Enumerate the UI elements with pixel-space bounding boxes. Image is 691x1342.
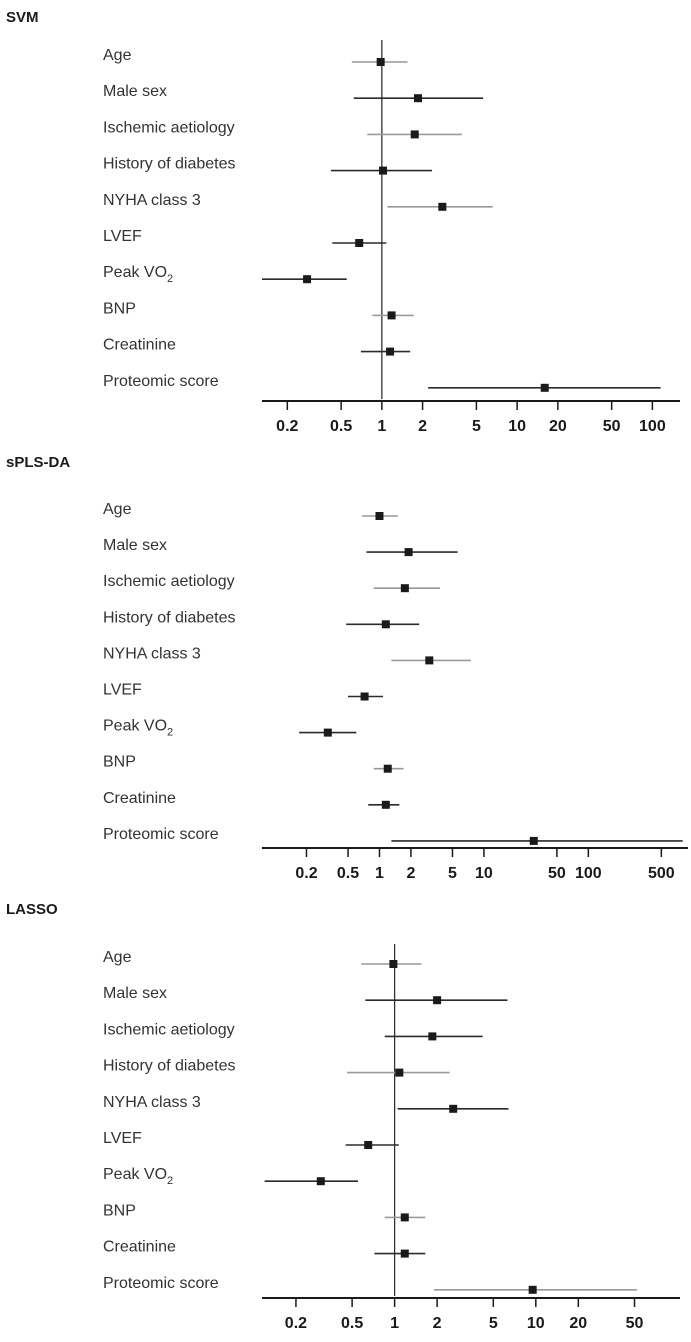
- x-axis-tick-label: 50: [603, 418, 621, 435]
- x-axis-tick-label: 0.5: [341, 1315, 363, 1332]
- point-estimate: [410, 130, 419, 139]
- variable-label: BNP: [103, 1202, 136, 1219]
- variable-label: Peak VO2: [103, 718, 173, 739]
- variable-label: Age: [103, 501, 132, 518]
- point-estimate: [381, 800, 390, 809]
- point-estimate: [413, 94, 422, 103]
- point-estimate: [400, 584, 409, 593]
- point-estimate: [528, 1285, 537, 1294]
- variable-label: LVEF: [103, 228, 142, 245]
- x-axis-tick-label: 5: [489, 1315, 498, 1332]
- x-axis-tick-label: 10: [508, 418, 526, 435]
- point-estimate: [404, 548, 413, 557]
- point-estimate: [386, 347, 395, 356]
- x-axis-tick-label: 500: [648, 865, 675, 882]
- point-estimate: [360, 692, 369, 701]
- x-axis-tick-label: 2: [406, 865, 415, 882]
- variable-label: Proteomic score: [103, 826, 219, 843]
- x-axis-tick-label: 2: [418, 418, 427, 435]
- variable-label: Age: [103, 949, 132, 966]
- variable-label: LVEF: [103, 1130, 142, 1147]
- variable-label-subscript: 2: [167, 273, 173, 285]
- variable-label: NYHA class 3: [103, 645, 201, 662]
- variable-label-subscript: 2: [167, 1175, 173, 1187]
- x-axis-tick-label: 10: [527, 1315, 545, 1332]
- x-axis-tick-label: 0.2: [276, 418, 298, 435]
- variable-label: Peak VO2: [103, 264, 173, 285]
- point-estimate: [303, 275, 312, 284]
- variable-label: Male sex: [103, 83, 167, 100]
- variable-label: Ischemic aetiology: [103, 573, 235, 590]
- point-estimate: [438, 202, 447, 211]
- variable-label: Creatinine: [103, 337, 176, 354]
- x-axis-tick-label: 50: [626, 1315, 644, 1332]
- point-estimate: [383, 764, 392, 773]
- variable-label: NYHA class 3: [103, 1094, 201, 1111]
- panel-title: sPLS-DA: [6, 454, 70, 471]
- point-estimate: [433, 996, 442, 1005]
- point-estimate: [379, 166, 388, 175]
- variable-label: NYHA class 3: [103, 192, 201, 209]
- variable-label: History of diabetes: [103, 156, 236, 173]
- x-axis-tick-label: 1: [390, 1315, 399, 1332]
- x-axis-tick-label: 1: [377, 418, 386, 435]
- point-estimate: [355, 239, 364, 247]
- variable-label: History of diabetes: [103, 1058, 236, 1075]
- point-estimate: [375, 512, 384, 520]
- point-estimate: [323, 728, 332, 737]
- point-estimate: [364, 1141, 373, 1149]
- variable-label-subscript: 2: [167, 727, 173, 739]
- x-axis-tick-label: 20: [569, 1315, 587, 1332]
- point-estimate: [389, 960, 398, 968]
- x-axis-tick-label: 1: [375, 865, 384, 882]
- panel-title: LASSO: [6, 901, 58, 918]
- x-axis-tick-label: 0.2: [295, 865, 317, 882]
- variable-label: LVEF: [103, 682, 142, 699]
- x-axis-tick-label: 0.5: [330, 418, 352, 435]
- variable-label: Proteomic score: [103, 1275, 219, 1292]
- x-axis-tick-label: 20: [549, 418, 567, 435]
- x-axis-tick-label: 5: [448, 865, 457, 882]
- x-axis-tick-label: 0.2: [285, 1315, 307, 1332]
- point-estimate: [529, 836, 538, 845]
- x-axis-tick-label: 5: [472, 418, 481, 435]
- x-axis-tick-label: 2: [433, 1315, 442, 1332]
- point-estimate: [428, 1032, 437, 1041]
- variable-label: Proteomic score: [103, 373, 219, 390]
- x-axis-tick-label: 0.5: [337, 865, 359, 882]
- point-estimate: [376, 58, 385, 66]
- point-estimate: [449, 1104, 458, 1113]
- x-axis-tick-label: 50: [548, 865, 566, 882]
- x-axis-tick-label: 100: [575, 865, 602, 882]
- variable-label: Age: [103, 47, 132, 64]
- panel-title: SVM: [6, 9, 39, 26]
- variable-label: Male sex: [103, 985, 167, 1002]
- variable-label: BNP: [103, 754, 136, 771]
- point-estimate: [425, 656, 434, 665]
- variable-label: Ischemic aetiology: [103, 1021, 235, 1038]
- point-estimate: [400, 1213, 409, 1222]
- point-estimate: [381, 620, 390, 629]
- variable-label: BNP: [103, 300, 136, 317]
- point-estimate: [540, 383, 549, 392]
- point-estimate: [316, 1177, 325, 1186]
- variable-label: Peak VO2: [103, 1166, 173, 1187]
- variable-label: History of diabetes: [103, 609, 236, 626]
- point-estimate: [387, 311, 396, 320]
- variable-label: Creatinine: [103, 790, 176, 807]
- variable-label: Male sex: [103, 537, 167, 554]
- x-axis-tick-label: 100: [639, 418, 666, 435]
- variable-label: Ischemic aetiology: [103, 119, 235, 136]
- variable-label: Creatinine: [103, 1239, 176, 1256]
- x-axis-tick-label: 10: [475, 865, 493, 882]
- point-estimate: [395, 1068, 404, 1077]
- point-estimate: [400, 1249, 409, 1258]
